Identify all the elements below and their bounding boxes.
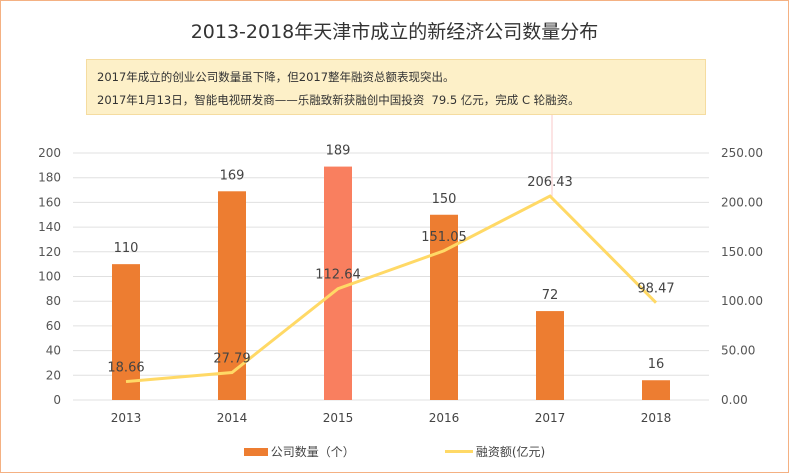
legend: 公司数量（个） 融资额(亿元)	[1, 443, 788, 460]
bar-data-label: 16	[648, 357, 665, 372]
y-left-tick-label: 80	[46, 294, 61, 308]
line-data-label: 27.79	[213, 352, 250, 367]
line-data-label: 98.47	[637, 282, 674, 297]
legend-swatch-bar	[243, 447, 268, 456]
bar	[218, 191, 246, 400]
y-left-tick-label: 40	[46, 344, 61, 358]
x-tick-label: 2014	[217, 411, 248, 425]
y-right-tick-label: 200.00	[721, 195, 763, 209]
y-left-tick-label: 140	[38, 220, 61, 234]
y-left-tick-label: 120	[38, 245, 61, 259]
line-data-label: 206.43	[527, 175, 573, 190]
bar-data-label: 72	[542, 288, 559, 303]
legend-item-bar[interactable]: 公司数量（个）	[243, 443, 355, 460]
y-left-tick-label: 20	[46, 368, 61, 382]
line-data-label: 151.05	[421, 230, 467, 245]
y-right-tick-label: 150.00	[721, 245, 763, 259]
annotation-line: 2017年成立的创业公司数量虽下降，但2017整年融资总额表现突出。	[97, 70, 455, 84]
x-tick-label: 2015	[323, 411, 354, 425]
bar-data-label: 110	[114, 241, 139, 256]
line-data-label: 112.64	[315, 268, 361, 283]
line-data-label: 18.66	[107, 361, 144, 376]
legend-label: 公司数量（个）	[270, 445, 355, 459]
legend-swatch-line	[444, 450, 473, 453]
y-right-tick-label: 50.00	[721, 344, 755, 358]
x-tick-label: 2013	[111, 411, 142, 425]
y-left-tick-label: 180	[38, 171, 61, 185]
y-left-tick-label: 200	[38, 146, 61, 160]
bar	[642, 380, 670, 400]
y-right-tick-label: 100.00	[721, 294, 763, 308]
x-tick-label: 2016	[429, 411, 460, 425]
bar	[536, 311, 564, 400]
y-right-tick-label: 0.00	[721, 393, 748, 407]
y-left-tick-label: 0	[53, 393, 61, 407]
annotation-box: 2017年成立的创业公司数量虽下降，但2017整年融资总额表现突出。 2017年…	[86, 59, 706, 115]
bar-data-label: 189	[326, 144, 351, 159]
legend-item-line[interactable]: 融资额(亿元)	[444, 443, 546, 460]
line-series	[125, 194, 658, 384]
annotation-line: 2017年1月13日，智能电视研发商——乐融致新获融创中国投资 79.5 亿元，…	[97, 93, 580, 107]
bar-data-label: 169	[220, 168, 245, 183]
y-right-tick-label: 250.00	[721, 146, 763, 160]
legend-label: 融资额(亿元)	[475, 445, 546, 459]
chart-title: 2013-2018年天津市成立的新经济公司数量分布	[190, 21, 599, 43]
x-tick-label: 2018	[641, 411, 672, 425]
bar	[324, 166, 352, 400]
y-left-tick-label: 60	[46, 319, 61, 333]
bar	[112, 264, 140, 400]
y-left-tick-label: 100	[38, 270, 61, 284]
x-tick-label: 2017	[535, 411, 566, 425]
y-left-tick-label: 160	[38, 195, 61, 209]
bar-data-label: 150	[432, 192, 457, 207]
